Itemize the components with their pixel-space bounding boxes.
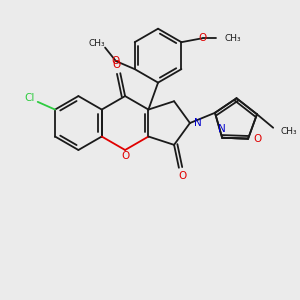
Text: O: O — [112, 59, 121, 70]
Text: N: N — [194, 118, 202, 128]
Text: O: O — [121, 151, 129, 161]
Text: N: N — [218, 124, 226, 134]
Text: CH₃: CH₃ — [224, 34, 241, 43]
Text: O: O — [178, 171, 187, 182]
Text: O: O — [254, 134, 262, 144]
Text: CH₃: CH₃ — [88, 39, 105, 48]
Text: O: O — [112, 56, 120, 66]
Text: O: O — [199, 33, 207, 43]
Text: Cl: Cl — [25, 93, 35, 103]
Text: CH₃: CH₃ — [281, 127, 298, 136]
